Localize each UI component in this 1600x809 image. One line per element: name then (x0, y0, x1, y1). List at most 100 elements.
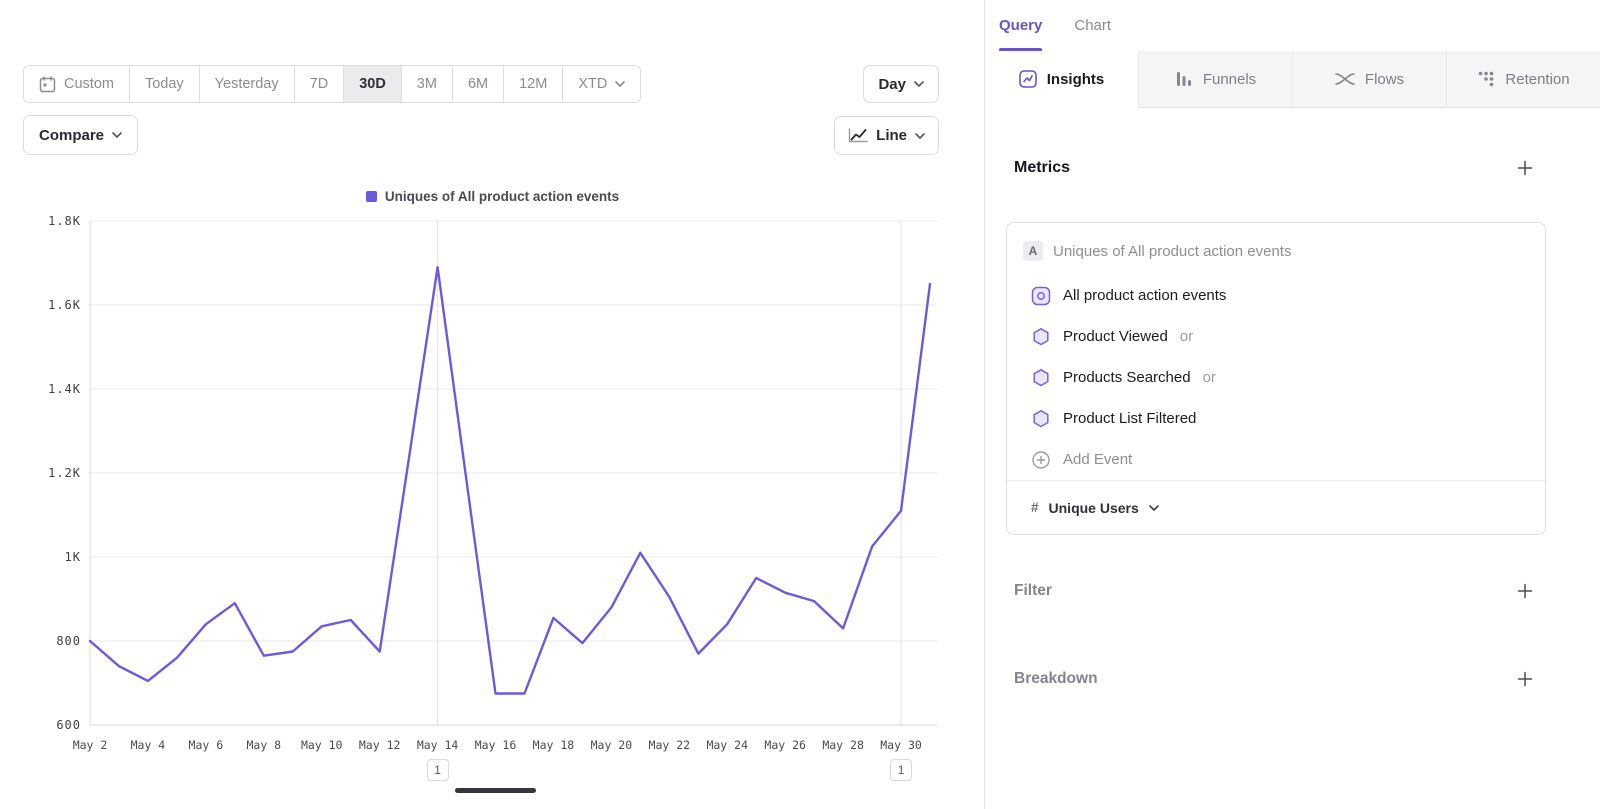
line-chart[interactable]: 600 800 1K 1.2K 1.4K 1.6K 1.8K May 2 May 4 May 6 M… (0, 211, 985, 756)
svg-text:May 14: May 14 (417, 738, 459, 752)
line-chart-icon (848, 128, 868, 143)
date-range-label: 6M (467, 76, 489, 92)
annotation-marker[interactable]: 1 (890, 759, 913, 781)
svg-text:May 26: May 26 (764, 738, 806, 752)
svg-text:1.2K: 1.2K (48, 466, 81, 480)
tab-retention[interactable]: Retention (1447, 51, 1600, 108)
event-row-products-searched[interactable]: Products Searched or (1007, 357, 1545, 398)
chevron-down-icon (112, 132, 122, 138)
svg-text:1.8K: 1.8K (48, 214, 81, 228)
plus-icon (1517, 583, 1533, 599)
date-range-7d[interactable]: 7D (294, 66, 345, 102)
svg-text:May 22: May 22 (649, 738, 691, 752)
metrics-title: Metrics (1014, 159, 1071, 176)
event-label: Product Viewed (1063, 328, 1168, 345)
metric-badge: A (1023, 241, 1043, 261)
insights-icon (1018, 70, 1037, 88)
hexagon-event-icon (1033, 327, 1049, 345)
horizontal-scrollbar-thumb[interactable] (455, 788, 536, 793)
tab-label: Retention (1505, 70, 1570, 88)
svg-text:May 10: May 10 (301, 738, 343, 752)
date-range-label: Yesterday (214, 76, 279, 92)
tab-insights[interactable]: Insights (985, 51, 1139, 108)
add-event-label: Add Event (1063, 451, 1133, 468)
event-operator: or (1179, 328, 1194, 345)
date-range-6m[interactable]: 6M (452, 66, 505, 102)
compare-dropdown[interactable]: Compare (23, 115, 139, 155)
panel-top-tabs: Query Chart (985, 0, 1600, 51)
granularity-dropdown[interactable]: Day (863, 65, 939, 103)
compare-label: Compare (39, 126, 105, 144)
granularity-label: Day (878, 75, 906, 93)
circle-plus-icon (1032, 450, 1050, 469)
funnels-icon (1176, 72, 1191, 86)
chart-type-dropdown[interactable]: Line (834, 116, 939, 155)
flows-icon (1335, 73, 1355, 85)
calendar-icon (39, 75, 56, 92)
date-range-label: 3M (416, 76, 437, 92)
date-range-yesterday[interactable]: Yesterday (199, 66, 295, 102)
report-type-tabs: Insights Funnels Flows Retention (985, 51, 1600, 108)
aggregation-label: Unique Users (1048, 499, 1139, 516)
event-row-product-list-filtered[interactable]: Product List Filtered (1007, 398, 1545, 439)
tab-label: Flows (1364, 70, 1405, 88)
card-divider (1007, 480, 1545, 481)
add-filter-button[interactable] (1517, 583, 1533, 599)
svg-text:May 20: May 20 (591, 738, 633, 752)
chart-legend[interactable]: Uniques of All product action events (0, 189, 985, 204)
chart-pane: Custom Today Yesterday 7D 30D 3M 6M 12M … (0, 0, 985, 809)
add-breakdown-button[interactable] (1517, 671, 1533, 687)
chart-line (88, 266, 932, 695)
legend-label: Uniques of All product action events (384, 189, 620, 204)
filter-title: Filter (1014, 582, 1052, 599)
svg-text:May 8: May 8 (246, 738, 281, 752)
date-range-custom[interactable]: Custom (24, 66, 130, 102)
svg-text:800: 800 (56, 634, 81, 648)
retention-icon (1479, 71, 1494, 87)
tab-flows[interactable]: Flows (1293, 51, 1447, 108)
svg-text:600: 600 (56, 718, 81, 732)
date-range-label: 12M (519, 76, 548, 92)
date-range-label: 7D (309, 76, 329, 92)
svg-text:1K: 1K (65, 550, 81, 564)
annotation-marker[interactable]: 1 (426, 759, 449, 781)
svg-text:May 16: May 16 (475, 738, 517, 752)
date-range-today[interactable]: Today (129, 66, 200, 102)
plus-icon (1517, 160, 1533, 176)
tab-label: Funnels (1202, 70, 1257, 88)
tab-chart[interactable]: Chart (1074, 17, 1112, 34)
event-row-product-viewed[interactable]: Product Viewed or (1007, 316, 1545, 357)
breakdown-section-header: Breakdown (985, 669, 1600, 689)
date-range-label: 30D (359, 76, 386, 92)
number-sign-icon: # (1031, 500, 1039, 515)
date-range-xtd[interactable]: XTD (563, 66, 641, 102)
add-event-button[interactable]: Add Event (1007, 439, 1545, 480)
tab-query[interactable]: Query (999, 0, 1043, 51)
metric-card-header[interactable]: A Uniques of All product action events (1007, 233, 1545, 269)
event-row-all-product-action-events[interactable]: All product action events (1007, 275, 1545, 316)
event-label: Products Searched (1063, 369, 1191, 386)
svg-text:May 12: May 12 (359, 738, 401, 752)
date-range-3m[interactable]: 3M (401, 66, 453, 102)
aggregation-dropdown[interactable]: # Unique Users (1007, 481, 1545, 534)
event-label: All product action events (1063, 287, 1227, 304)
add-metric-button[interactable] (1517, 160, 1533, 176)
event-list: All product action events Product Viewed… (1007, 275, 1545, 439)
svg-text:May 18: May 18 (533, 738, 575, 752)
date-range-picker: Custom Today Yesterday 7D 30D 3M 6M 12M … (23, 65, 642, 103)
svg-text:May 24: May 24 (706, 738, 748, 752)
date-range-12m[interactable]: 12M (504, 66, 564, 102)
chart-type-label: Line (876, 127, 907, 144)
event-label: Product List Filtered (1063, 410, 1197, 427)
svg-text:1.4K: 1.4K (48, 382, 81, 396)
date-range-30d[interactable]: 30D (344, 66, 402, 102)
plus-icon (1517, 671, 1533, 687)
metric-badge-label: Uniques of All product action events (1053, 242, 1292, 260)
date-range-label: XTD (578, 76, 608, 92)
chevron-down-icon (915, 132, 925, 139)
filter-section-header: Filter (985, 581, 1600, 601)
tab-label: Insights (1046, 70, 1105, 88)
tab-funnels[interactable]: Funnels (1139, 51, 1293, 108)
breakdown-title: Breakdown (1014, 670, 1098, 687)
svg-text:May 28: May 28 (822, 738, 864, 752)
